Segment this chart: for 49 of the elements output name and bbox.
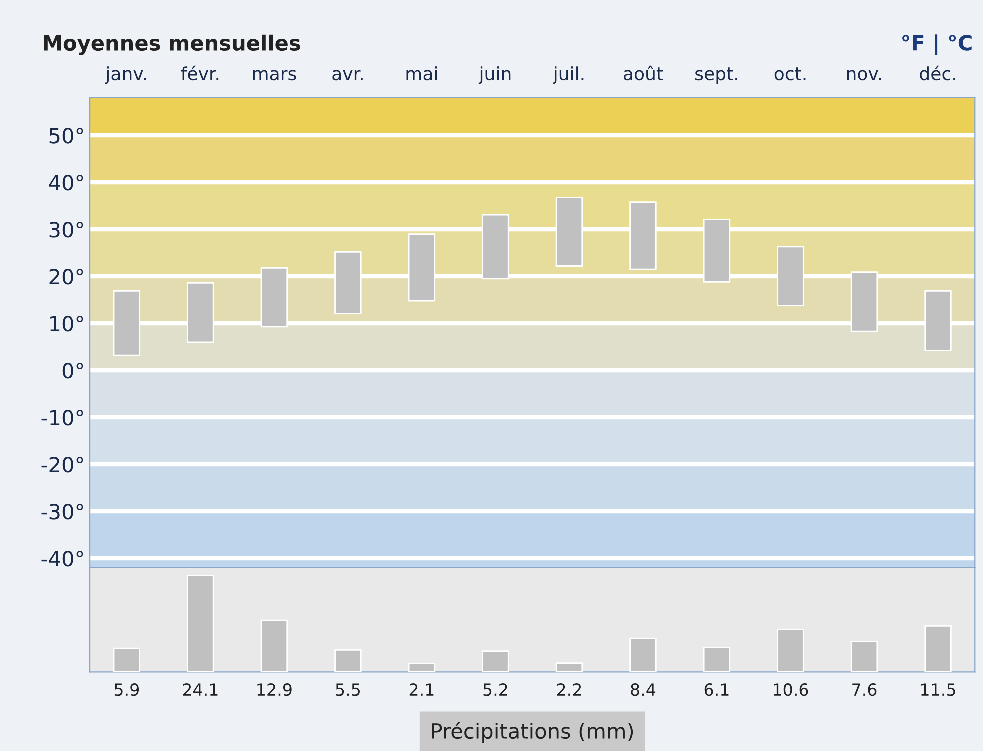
x-tick-label: mai xyxy=(406,66,438,81)
x-tick-label: févr. xyxy=(181,66,219,81)
data-label: 24.1 xyxy=(183,684,218,696)
data-label: 2.2 xyxy=(557,684,582,696)
data-label: 11.5 xyxy=(922,684,956,696)
x-tick-label: janv. xyxy=(105,66,146,84)
bar xyxy=(260,620,288,672)
data-label: 8.4 xyxy=(631,684,656,696)
y-tick-label: 30° xyxy=(50,222,84,238)
data-label: 5.5 xyxy=(336,684,360,696)
bar xyxy=(850,641,878,672)
data-label: 12.9 xyxy=(258,684,292,696)
y-tick-label: 10° xyxy=(50,316,84,332)
data-label: 5.9 xyxy=(114,684,140,696)
bar xyxy=(408,663,436,672)
y-tick-label: -40° xyxy=(42,551,84,567)
x-tick-label: avr. xyxy=(332,70,363,81)
x-tick-label: mars xyxy=(253,70,296,81)
x-tick-label: nov. xyxy=(847,70,882,81)
x-axis-title: Précipitations (mm) xyxy=(432,722,634,744)
y-tick-label: 0° xyxy=(62,363,84,379)
y-tick-label: -10° xyxy=(42,410,84,426)
x-tick-label: sept. xyxy=(696,68,738,84)
x-tick-label: déc. xyxy=(920,66,956,81)
y-tick-label: 20° xyxy=(50,269,84,285)
x-tick-label: juil. xyxy=(553,66,584,84)
x-tick-label: juin xyxy=(478,66,511,84)
bar xyxy=(334,649,362,672)
text: °F | °C xyxy=(902,34,972,56)
bar xyxy=(187,575,214,672)
y-tick-label: 50° xyxy=(50,128,84,144)
bar xyxy=(703,647,731,672)
x-tick-label: oct. xyxy=(774,68,806,81)
x-tick-label: août xyxy=(624,66,664,81)
chart-title: Moyennes mensuelles xyxy=(44,34,300,56)
bar xyxy=(924,625,952,672)
bar xyxy=(777,629,804,672)
data-label: 6.1 xyxy=(704,684,729,696)
bar xyxy=(482,650,510,672)
y-tick-label: 40° xyxy=(49,175,84,191)
bar xyxy=(630,638,657,672)
y-tick-label: -30° xyxy=(42,504,84,520)
data-label: 2.1 xyxy=(410,684,434,696)
bar xyxy=(113,648,141,672)
data-label: 7.6 xyxy=(852,684,877,696)
bar xyxy=(556,662,584,672)
data-label: 5.2 xyxy=(484,684,508,696)
y-tick-label: -20° xyxy=(42,457,84,473)
data-label: 10.6 xyxy=(774,684,808,696)
